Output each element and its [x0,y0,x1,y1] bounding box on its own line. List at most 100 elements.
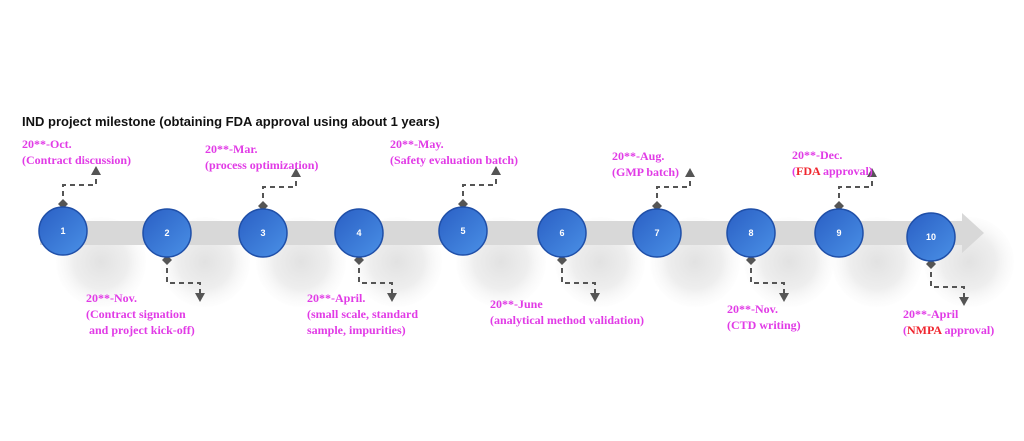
label-text: 20**-Aug. [612,149,665,163]
connector-line [930,263,965,299]
connector-line [838,175,873,207]
milestone-date: 20**-Nov. [86,290,195,306]
milestone-circle [142,208,192,258]
milestone-description: (Safety evaluation batch) [390,152,518,168]
milestone-label: 20**-Mar. (process optimization) [205,141,318,173]
milestone-number: 2 [164,228,169,238]
milestone-description: (analytical method validation) [490,312,644,328]
arrow-up-icon [291,168,301,177]
milestone-date: 20**-April. [307,290,418,306]
milestone-description: (CTD writing) [727,317,801,333]
connector-line [462,173,497,205]
milestone-date: 20**-Oct. [22,136,131,152]
milestone-date: 20**-Mar. [205,141,318,157]
milestone-circle [438,206,488,256]
label-text: 20**-Mar. [205,142,258,156]
highlighted-text: FDA [796,164,820,178]
milestone-description: (Contract discussion) [22,152,131,168]
label-text: 20**-Nov. [86,291,137,305]
milestone-label: 20**-April. (small scale, standard sample,… [307,290,418,338]
label-text: 20**-Dec. [792,148,843,162]
milestone-description: and project kick-off) [86,322,195,338]
connector-line [358,259,393,295]
milestone-date: 20**-Aug. [612,148,679,164]
milestone-description: (Contract signation [86,306,195,322]
milestone-date: 20**-May. [390,136,518,152]
arrow-down-icon [959,297,969,306]
connector-line [262,175,297,207]
milestone-number: 3 [260,228,265,238]
label-text: 20**-April. [307,291,366,305]
label-text: 20**-Oct. [22,137,72,151]
highlighted-text: NMPA [907,323,942,337]
label-text: approval) [941,323,995,337]
label-text: 20**-May. [390,137,444,151]
milestone-label: 20**-May. (Safety evaluation batch) [390,136,518,168]
arrow-down-icon [779,293,789,302]
arrow-up-icon [867,168,877,177]
milestone-date: 20**-April [903,306,994,322]
milestone-number: 7 [654,228,659,238]
label-text: (GMP batch) [612,165,679,179]
label-text: (analytical method validation) [490,313,645,327]
label-text: 20**-April [903,307,959,321]
label-text: (Safety evaluation batch) [390,153,518,167]
milestone-circle [632,208,682,258]
milestone-description: (small scale, standard [307,306,418,322]
label-text: 20**-June [490,297,543,311]
milestone-number: 1 [60,226,65,236]
milestone-date: 20**-Dec. [792,147,873,163]
label-text: (small scale, standard [307,307,418,321]
timeline-arrowhead [962,213,984,253]
label-text: sample, impurities) [307,323,406,337]
milestone-date: 20**-June [490,296,644,312]
diagram-title: IND project milestone (obtaining FDA app… [22,114,440,129]
milestone-number: 8 [748,228,753,238]
milestone-label: 20**-Nov. (CTD writing) [727,301,801,333]
label-text: (process optimization) [205,158,319,172]
label-text: and project kick-off) [86,323,195,337]
arrow-up-icon [491,166,501,175]
connector-line [166,259,201,295]
label-text: (Contract discussion) [22,153,132,167]
arrow-up-icon [685,168,695,177]
milestone-number: 5 [460,226,465,236]
label-text: (Contract signation [86,307,186,321]
milestone-label: 20**-April (NMPA approval) [903,306,994,338]
milestone-description: sample, impurities) [307,322,418,338]
milestone-description: (FDA approval) [792,163,873,179]
arrow-up-icon [91,166,101,175]
milestone-date: 20**-Nov. [727,301,801,317]
milestone-circle [334,208,384,258]
label-text: approval) [820,164,873,178]
milestone-label: 20**-Aug. (GMP batch) [612,148,679,180]
milestone-description: (process optimization) [205,157,318,173]
milestone-number: 4 [356,228,361,238]
milestone-circle [726,208,776,258]
label-text: 20**-Nov. [727,302,778,316]
arrow-down-icon [195,293,205,302]
timeline-bar [40,221,965,245]
milestone-label: 20**-Dec. (FDA approval) [792,147,873,179]
milestone-label: 20**-June (analytical method validation) [490,296,644,328]
milestone-label: 20**-Oct. (Contract discussion) [22,136,131,168]
label-text: (CTD writing) [727,318,801,332]
milestone-number: 10 [926,232,936,242]
milestone-circle [906,212,956,262]
arrow-down-icon [590,293,600,302]
milestone-label: 20**-Nov. (Contract signation and project… [86,290,195,338]
arrow-down-icon [387,293,397,302]
label-text: ( [903,323,907,337]
milestone-circle [537,208,587,258]
milestone-number: 9 [836,228,841,238]
connector-line [561,259,596,295]
milestone-circle [814,208,864,258]
connector-line [62,173,97,205]
milestone-number: 6 [559,228,564,238]
label-text: ( [792,164,796,178]
milestone-description: (NMPA approval) [903,322,994,338]
milestone-circle [38,206,88,256]
connector-line [750,259,785,295]
